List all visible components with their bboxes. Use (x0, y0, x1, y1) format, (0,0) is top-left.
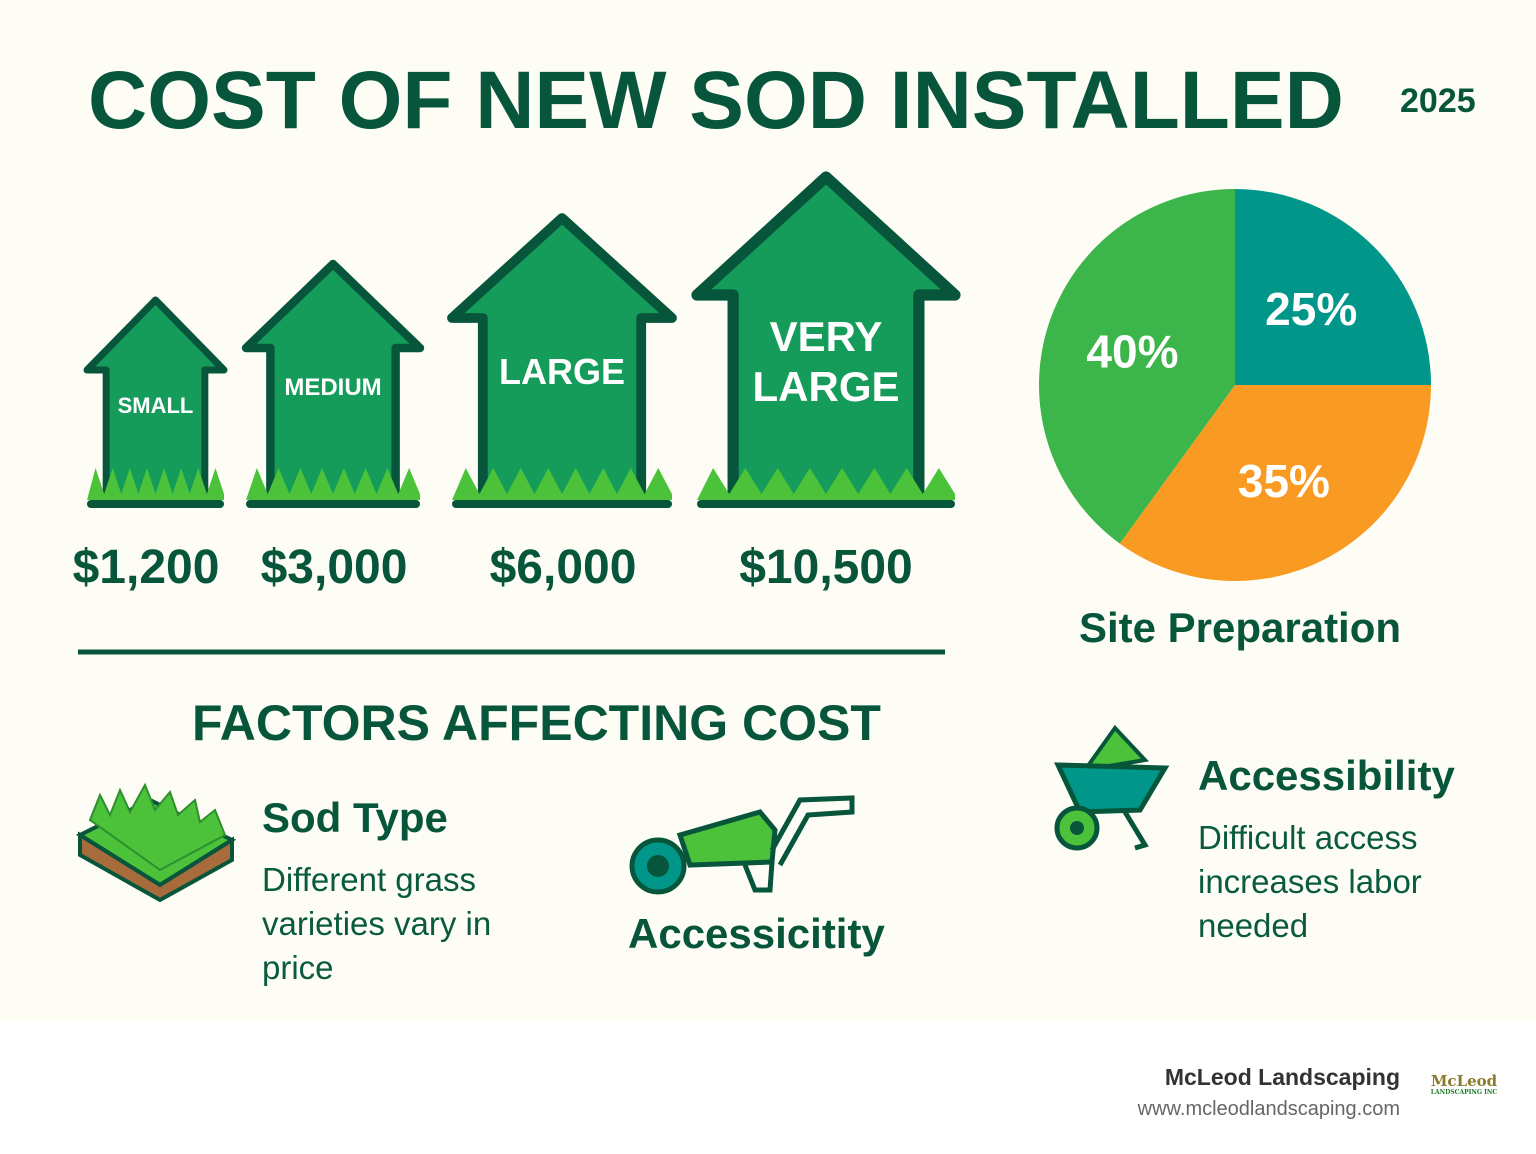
year-label: 2025 (1400, 82, 1476, 120)
sod-roll-icon (75, 782, 237, 903)
pie-slice (1235, 189, 1431, 385)
wheelbarrow-icon (629, 795, 855, 895)
pie-slice-label: 40% (1086, 326, 1178, 378)
brand-name: McLeod Landscaping (1164, 1064, 1400, 1090)
grass-icon (452, 468, 672, 500)
house-size-1 (241, 259, 425, 508)
house-size-0 (83, 296, 228, 508)
company-logo: McLeod LANDSCAPING INC (1430, 1072, 1498, 1097)
footer (0, 1022, 1536, 1154)
grass-icon (246, 468, 420, 500)
wheelbarrow-icon (1054, 724, 1170, 851)
factor-title: Accessicitity (628, 910, 885, 957)
house-size-label: VERY LARGE (752, 313, 900, 411)
house-price: $6,000 (489, 541, 637, 594)
house-size-3 (691, 171, 961, 508)
pie-slice-label: 25% (1265, 283, 1357, 335)
house-price: $10,500 (739, 541, 913, 594)
house-price: $1,200 (72, 541, 220, 594)
pie-chart: 25% 35% 40% (1039, 189, 1431, 581)
pie-slice (1119, 385, 1431, 581)
pie-slice (1039, 189, 1235, 544)
house-size-label: SMALL (117, 392, 194, 418)
factor-desc: Different grass varieties vary in price (262, 861, 492, 986)
factor-desc: Difficult access increases labor needed (1198, 819, 1422, 944)
house-size-label: MEDIUM (284, 373, 382, 401)
website-link[interactable]: www.mcleodlandscaping.com (1137, 1098, 1400, 1120)
house-price: $3,000 (260, 541, 408, 594)
house-size-label: LARGE (499, 351, 625, 393)
factor-title: Sod Type (262, 794, 448, 841)
page-title: COST OF NEW SOD INSTALLED (88, 55, 1344, 146)
grass-icon (697, 468, 955, 500)
house-size-2 (447, 213, 677, 508)
factors-heading: FACTORS AFFECTING COST (192, 695, 881, 751)
factor-title: Accessibility (1198, 752, 1455, 799)
pie-slice-label: 35% (1238, 455, 1330, 507)
grass-icon (87, 468, 224, 500)
pie-caption: Site Preparation (1078, 604, 1402, 651)
